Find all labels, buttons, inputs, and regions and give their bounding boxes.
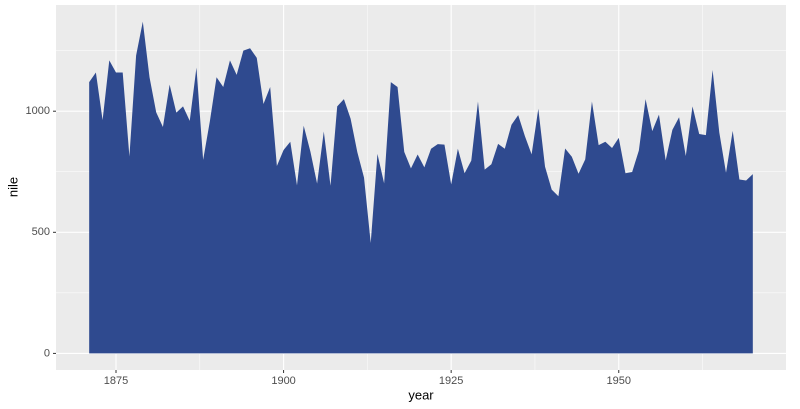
x-tick-label: 1900 xyxy=(271,375,295,387)
y-tick-label: 0 xyxy=(44,347,50,359)
x-axis-title: year xyxy=(408,387,434,402)
y-axis-title: nile xyxy=(5,177,20,197)
x-tick-label: 1875 xyxy=(104,375,128,387)
y-tick-label: 500 xyxy=(32,226,50,238)
x-tick-label: 1925 xyxy=(439,375,463,387)
area xyxy=(89,21,753,354)
y-tick-label: 1000 xyxy=(26,105,50,117)
x-tick-label: 1950 xyxy=(607,375,631,387)
